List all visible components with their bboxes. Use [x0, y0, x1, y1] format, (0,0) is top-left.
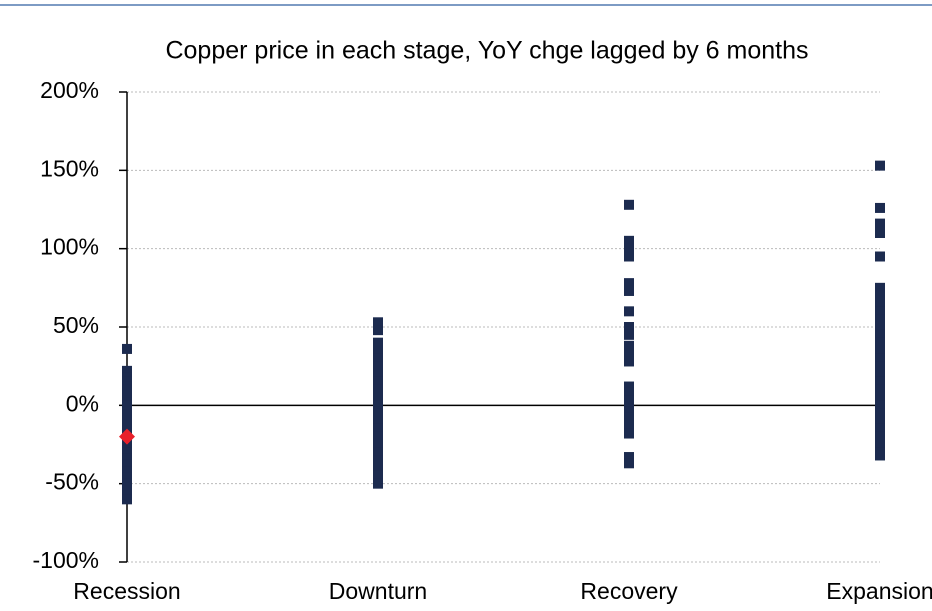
point [875, 218, 885, 229]
point [624, 458, 634, 469]
point [875, 306, 885, 317]
y-tick-label: 100% [40, 234, 99, 260]
y-tick-label: 200% [40, 77, 99, 103]
point [875, 251, 885, 262]
point [122, 384, 132, 395]
point [624, 306, 634, 317]
point [875, 282, 885, 293]
point [875, 202, 885, 213]
point [373, 439, 383, 450]
point [624, 387, 634, 398]
point [875, 376, 885, 387]
point [875, 416, 885, 426]
point [875, 439, 885, 450]
point [875, 329, 885, 340]
point [624, 420, 634, 431]
point [122, 472, 132, 483]
point [373, 478, 383, 489]
point [624, 340, 634, 351]
y-tick-label: 150% [40, 155, 99, 181]
x-tick-label: Recession [73, 578, 180, 604]
point [875, 450, 885, 461]
point [875, 392, 885, 403]
x-tick-label: Recovery [580, 578, 678, 604]
point [875, 353, 885, 364]
point [373, 369, 383, 379]
point [624, 452, 634, 463]
point [373, 455, 383, 466]
point [373, 384, 383, 395]
point [122, 343, 132, 354]
point [875, 322, 885, 332]
point [122, 409, 132, 420]
y-tick-label: 50% [53, 312, 99, 338]
point [875, 290, 885, 301]
point [875, 369, 885, 379]
point [624, 356, 634, 367]
point [373, 325, 383, 336]
point [624, 199, 634, 210]
point [373, 423, 383, 434]
point [122, 365, 132, 376]
point [624, 235, 634, 246]
point [875, 384, 885, 395]
point [875, 160, 885, 171]
point [373, 447, 383, 458]
point [373, 400, 383, 411]
point [624, 243, 634, 254]
point [624, 428, 634, 439]
point [624, 285, 634, 296]
point [624, 395, 634, 406]
highlight-point [119, 428, 135, 445]
chart-title: Copper price in each stage, YoY chge lag… [165, 37, 808, 65]
point [624, 251, 634, 262]
point [624, 278, 634, 289]
point [122, 478, 132, 489]
point [373, 392, 383, 403]
point [373, 361, 383, 372]
y-tick-label: 0% [66, 390, 99, 416]
point [122, 441, 132, 452]
point [122, 494, 132, 505]
point [624, 412, 634, 423]
point [624, 350, 634, 361]
point [624, 381, 634, 392]
point [122, 466, 132, 477]
point [373, 337, 383, 348]
point [373, 317, 383, 328]
x-tick-label: Expansion [826, 578, 932, 604]
point [875, 228, 885, 238]
point [373, 408, 383, 419]
point [875, 337, 885, 348]
point [624, 403, 634, 414]
point [122, 422, 132, 433]
point [373, 431, 383, 442]
point [624, 329, 634, 340]
point [875, 314, 885, 325]
point [875, 400, 885, 411]
point [373, 345, 383, 356]
point [373, 353, 383, 364]
y-tick-label: -50% [45, 469, 99, 495]
point [122, 453, 132, 464]
point [875, 408, 885, 419]
x-tick-label: Downturn [329, 578, 427, 604]
point [875, 298, 885, 309]
point [875, 423, 885, 434]
point [875, 431, 885, 442]
point [624, 322, 634, 332]
point [122, 486, 132, 497]
point [373, 463, 383, 473]
point [122, 447, 132, 458]
point [122, 459, 132, 470]
point [875, 345, 885, 356]
point [373, 470, 383, 481]
point [373, 376, 383, 387]
y-tick-label: -100% [33, 547, 99, 573]
point [122, 416, 132, 426]
point [373, 416, 383, 426]
point [875, 361, 885, 372]
